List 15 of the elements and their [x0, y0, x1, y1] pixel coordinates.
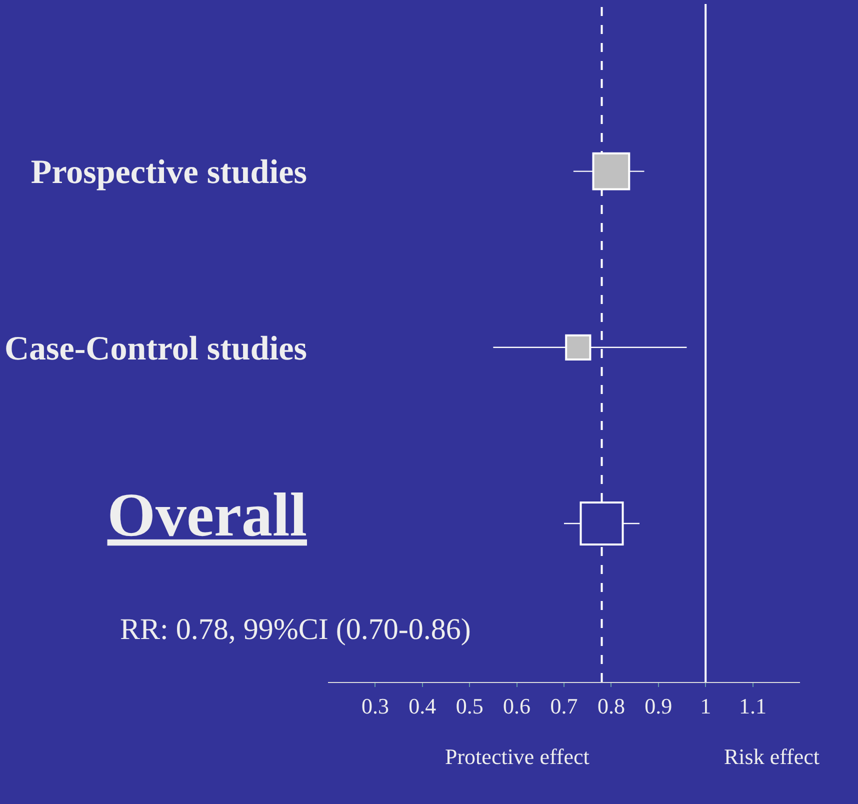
x-tick-label: 0.6	[503, 693, 531, 718]
y-tick-label: Prospective studies	[30, 154, 307, 192]
x-tick-label: 0.4	[408, 693, 436, 718]
annotation: RR: 0.78, 99%CI (0.70-0.86)	[120, 613, 471, 646]
x-tick-label: 1.1	[739, 693, 767, 718]
x-tick-label: 0.3	[361, 693, 389, 718]
x-tick-label: 0.9	[644, 693, 672, 718]
x-tick-label: 0.8	[597, 693, 625, 718]
y-tick-label: Case-Control studies	[4, 330, 307, 368]
x-tick-label: 0.7	[550, 693, 578, 718]
y-tick-label: Overall	[107, 481, 307, 550]
text: Risk effect	[724, 744, 820, 769]
x-tick-label: 1	[700, 693, 712, 718]
text: Protective effect	[445, 744, 590, 769]
x-tick-label: 0.5	[456, 693, 484, 718]
